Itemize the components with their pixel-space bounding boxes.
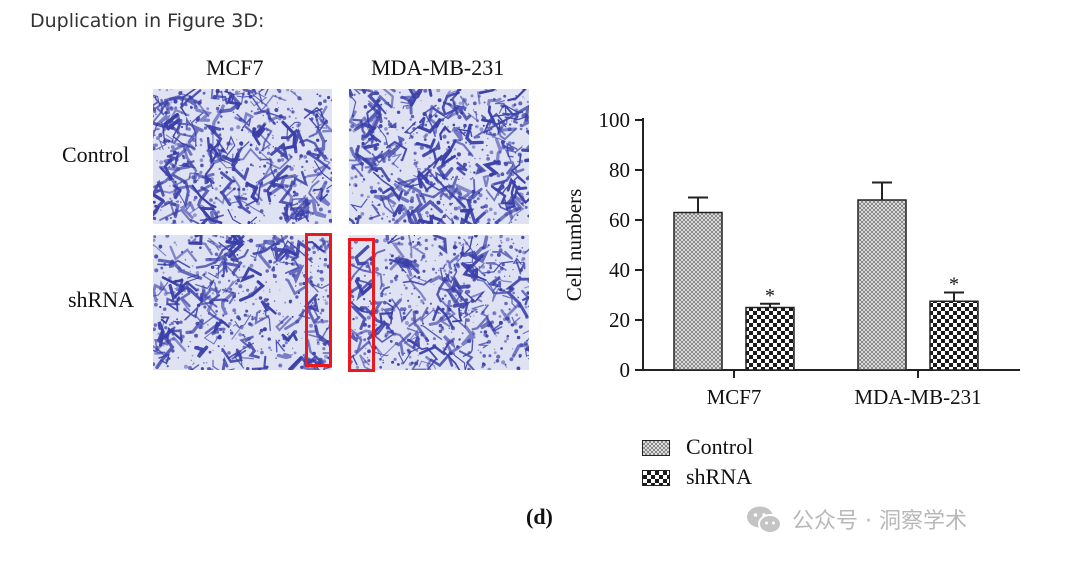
y-tick-label: 20 — [609, 308, 630, 332]
x-tick-label: MDA-MB-231 — [854, 385, 981, 409]
y-tick-label: 0 — [620, 358, 631, 382]
y-tick-label: 40 — [609, 258, 630, 282]
legend-label-control: Control — [686, 434, 754, 459]
x-tick-label: MCF7 — [707, 385, 762, 409]
panel-label: (d) — [526, 504, 553, 529]
y-tick-label: 60 — [609, 208, 630, 232]
legend-label-shrna: shRNA — [686, 464, 753, 489]
significance-marker: * — [765, 285, 775, 307]
y-tick-label: 100 — [599, 108, 631, 132]
row-label-control: Control — [62, 142, 130, 167]
column-label-mcf7: MCF7 — [206, 55, 264, 80]
micrograph-mcf7-shrna — [153, 235, 332, 370]
bar-control-mcf7 — [673, 211, 723, 371]
watermark-text: 公众号 · 洞察学术 — [792, 509, 967, 534]
micrograph-texture — [349, 89, 529, 224]
legend-swatch-control — [642, 440, 670, 456]
bar-control-mda-mb-231 — [857, 199, 907, 371]
bar-shrna-mcf7 — [745, 306, 795, 371]
bar-shrna-mda-mb-231 — [929, 300, 979, 371]
bar-chart: 0 20 40 60 80 100 Cell numbers MCF7 * MDA-MB-231 * — [562, 108, 1020, 409]
figure-caption: Duplication in Figure 3D: — [30, 10, 265, 32]
y-tick-label: 80 — [609, 158, 630, 182]
micrograph-texture — [153, 89, 332, 224]
y-axis-label: Cell numbers — [562, 189, 586, 302]
duplication-highlight-box-left — [305, 233, 332, 367]
micrograph-texture — [153, 235, 332, 370]
micrograph-mda-control — [349, 89, 529, 224]
significance-marker: * — [949, 274, 959, 296]
column-label-mda-mb-231: MDA-MB-231 — [371, 55, 505, 80]
legend-swatch-shrna — [642, 470, 670, 486]
row-label-shrna: shRNA — [68, 287, 135, 312]
micrograph-texture — [349, 235, 529, 370]
micrograph-mcf7-control — [153, 89, 332, 224]
wechat-icon — [747, 506, 782, 534]
micrograph-mda-shrna — [349, 235, 529, 370]
duplication-highlight-box-right — [348, 238, 375, 372]
